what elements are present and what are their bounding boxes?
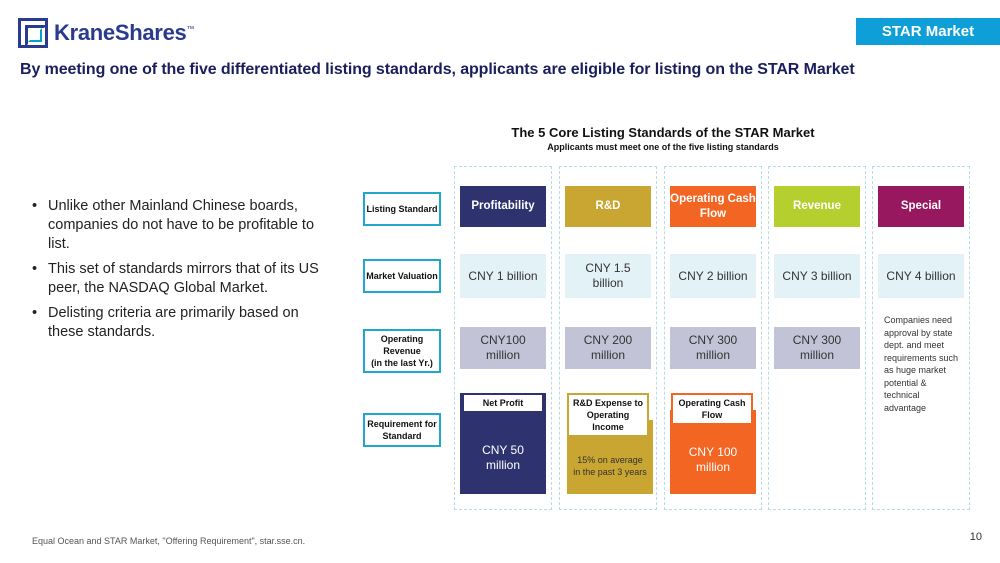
page-headline: By meeting one of the five differentiate… — [20, 61, 855, 78]
valuation-cash-flow: CNY 2 billion — [670, 254, 756, 298]
column-frame-rd — [559, 166, 657, 510]
row-label-note: (in the last Yr.) — [371, 358, 433, 368]
section-badge: STAR Market — [856, 18, 1000, 45]
column-frame-revenue — [768, 166, 866, 510]
row-label-requirement: Requirement for Standard — [363, 413, 441, 447]
header-profitability: Profitability — [460, 186, 546, 227]
column-frame-cash-flow — [664, 166, 762, 510]
column-frame-profitability — [454, 166, 552, 510]
header-special: Special — [878, 186, 964, 227]
page-number: 10 — [969, 531, 982, 543]
logo-text: KraneShares™ — [54, 20, 195, 45]
column-frame-special — [872, 166, 970, 510]
bullet-item: This set of standards mirrors that of it… — [30, 260, 335, 298]
valuation-profitability: CNY 1 billion — [460, 254, 546, 298]
bullet-item: Unlike other Mainland Chinese boards, co… — [30, 197, 335, 254]
diagram-subtitle: Applicants must meet one of the five lis… — [547, 142, 779, 152]
requirement-title-rd: R&D Expense to Operating Income — [567, 393, 649, 437]
row-label-operating-revenue: Operating Revenue (in the last Yr.) — [363, 329, 441, 373]
logo-mark-icon — [18, 18, 48, 48]
valuation-revenue: CNY 3 billion — [774, 254, 860, 298]
bullet-list: Unlike other Mainland Chinese boards, co… — [30, 197, 335, 348]
diagram-title: The 5 Core Listing Standards of the STAR… — [511, 125, 815, 140]
row-label-listing-standard: Listing Standard — [363, 192, 441, 226]
row-label-market-valuation: Market Valuation — [363, 259, 441, 293]
requirement-title-cash-flow: Operating Cash Flow — [671, 393, 753, 425]
header-revenue: Revenue — [774, 186, 860, 227]
kraneshares-logo: KraneShares™ — [18, 18, 194, 48]
revenue-profitability: CNY100 million — [460, 327, 546, 369]
source-footnote: Equal Ocean and STAR Market, "Offering R… — [32, 536, 306, 546]
header-rd: R&D — [565, 186, 651, 227]
special-note: Companies need approval by state dept. a… — [884, 315, 959, 413]
header-operating-cash-flow: Operating Cash Flow — [670, 186, 756, 227]
valuation-special: CNY 4 billion — [878, 254, 964, 298]
row-label-text: Operating Revenue — [380, 334, 424, 356]
revenue-revenue: CNY 300 million — [774, 327, 860, 369]
bullet-item: Delisting criteria are primarily based o… — [30, 304, 335, 342]
revenue-cash-flow: CNY 300 million — [670, 327, 756, 369]
valuation-rd: CNY 1.5 billion — [565, 254, 651, 298]
revenue-rd: CNY 200 million — [565, 327, 651, 369]
requirement-title-profitability: Net Profit — [462, 393, 544, 413]
